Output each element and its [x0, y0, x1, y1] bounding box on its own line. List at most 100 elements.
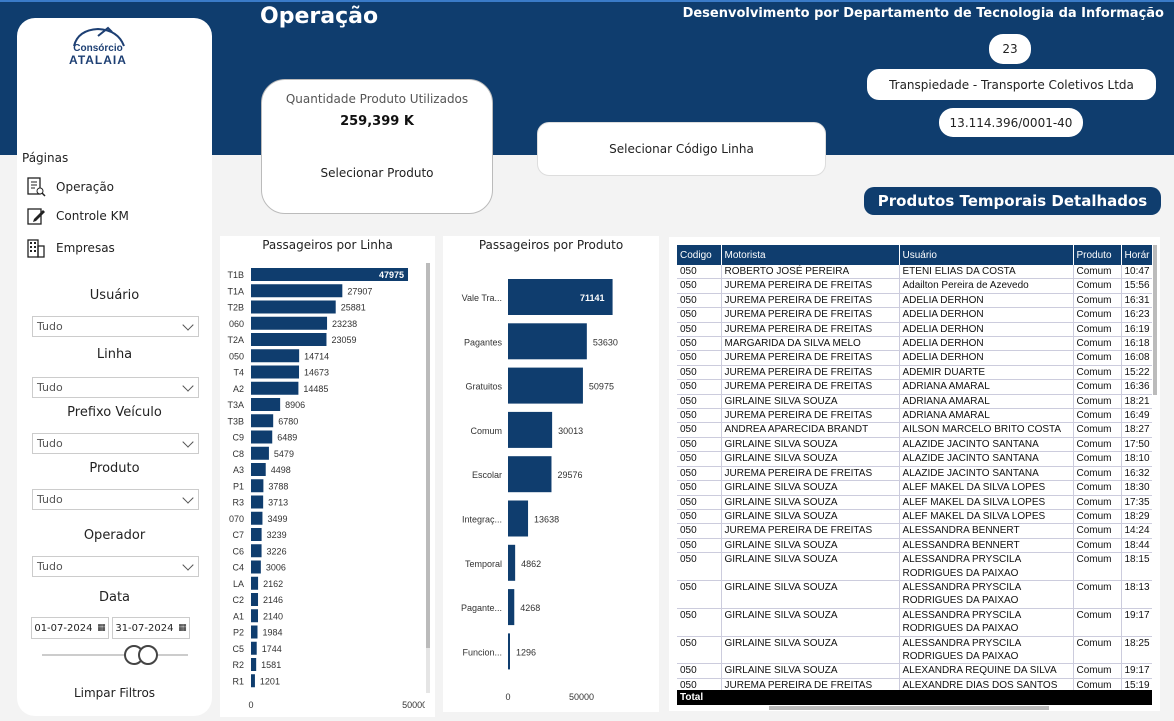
chart1-data-label: 3713	[268, 498, 288, 508]
chart1-bar[interactable]	[251, 528, 262, 541]
table-row[interactable]: 050 JUREMA PEREIRA DE FREITAS ADELIA DERHO…	[677, 322, 1152, 338]
filter-select-produto[interactable]: Tudo	[32, 489, 199, 510]
table-row[interactable]: 050 GIRLAINE SILVA SOUZA ALEF MAKEL DA SIL…	[677, 480, 1152, 496]
chart2-bar[interactable]	[508, 544, 516, 581]
chart1-bar[interactable]	[251, 479, 264, 493]
table-cell: GIRLAINE SILVA SOUZA	[721, 663, 900, 679]
chart2-bar[interactable]	[508, 500, 529, 537]
filter-select-prefixo[interactable]: Tudo	[32, 433, 199, 454]
filter-select-linha[interactable]: Tudo	[32, 377, 199, 398]
table-row[interactable]: 050 JUREMA PEREIRA DE FREITAS ALEXANDRE DI…	[677, 678, 1152, 690]
chart1-bar[interactable]	[251, 658, 257, 671]
table-cell: Comum	[1073, 336, 1122, 352]
table-row[interactable]: 050 GIRLAINE SILVA SOUZA ALESSANDRA PRYSCI…	[677, 580, 1152, 609]
table-column-header[interactable]: Usuário	[899, 245, 1074, 265]
nav-item-empresas[interactable]: Empresas	[26, 238, 115, 258]
chart2-bar[interactable]	[508, 411, 553, 448]
table-row[interactable]: 050 JUREMA PEREIRA DE FREITAS ADEMIR DUART…	[677, 365, 1152, 381]
filter-select-usuario[interactable]: Tudo	[32, 316, 199, 337]
table-row[interactable]: 050 GIRLAINE SILVA SOUZA ADRIANA AMARAL Com…	[677, 394, 1152, 410]
table-row[interactable]: 050 GIRLAINE SILVA SOUZA ALEXANDRA REQUINE…	[677, 663, 1152, 679]
table-column-header[interactable]: Horár	[1121, 245, 1152, 265]
table-row[interactable]: 050 GIRLAINE SILVA SOUZA ALAZIDE JACINTO S…	[677, 437, 1152, 453]
select-line-button[interactable]: Selecionar Código Linha	[609, 142, 754, 156]
nav-item-controle-km[interactable]: Controle KM	[26, 206, 129, 226]
chart1-bar[interactable]	[251, 576, 259, 590]
chart1-bar[interactable]	[251, 333, 327, 346]
chart1-bar[interactable]	[251, 593, 259, 606]
filter-select-operador[interactable]: Tudo	[32, 556, 199, 577]
table-row[interactable]: 050 GIRLAINE SILVA SOUZA ALEF MAKEL DA SIL…	[677, 495, 1152, 510]
chart1-bar[interactable]	[251, 430, 273, 444]
date-start-input[interactable]: 01-07-2024 ▦	[31, 617, 109, 639]
date-end-input[interactable]: 31-07-2024 ▦	[112, 617, 190, 639]
chart1-bar[interactable]	[251, 544, 262, 558]
chart1-bar[interactable]	[251, 446, 269, 460]
table-row[interactable]: 050 JUREMA PEREIRA DE FREITAS ADELIA DERHO…	[677, 293, 1152, 309]
table-row[interactable]: 050 GIRLAINE SILVA SOUZA ALESSANDRA PRYSCI…	[677, 552, 1152, 581]
table-row[interactable]: 050 JUREMA PEREIRA DE FREITAS ALAZIDE JACI…	[677, 466, 1152, 482]
table-cell: 19:17	[1121, 608, 1152, 637]
chart2-bar[interactable]	[508, 367, 583, 404]
table-cell: JUREMA PEREIRA DE FREITAS	[721, 365, 900, 381]
table-scroll-area[interactable]: Codigo Motorista Usuário Produto Horár 050 RO…	[677, 245, 1152, 690]
nav-item-operacao[interactable]: Operação	[26, 177, 114, 197]
date-slider-handle-end[interactable]	[138, 645, 158, 665]
chart1-data-label: 14673	[304, 368, 329, 378]
chart2-bar[interactable]	[508, 633, 510, 670]
table-row[interactable]: 050 JUREMA PEREIRA DE FREITAS ADELIA DERHO…	[677, 350, 1152, 366]
table-row[interactable]: 050 GIRLAINE SILVA SOUZA ALESSANDRA BENNER…	[677, 538, 1152, 554]
table-row[interactable]: 050 JUREMA PEREIRA DE FREITAS Adailton Per…	[677, 278, 1152, 294]
chart1-bar[interactable]	[251, 284, 343, 298]
table-row[interactable]: 050 JUREMA PEREIRA DE FREITAS ADRIANA AMAR…	[677, 408, 1152, 424]
chart1-bar[interactable]	[251, 414, 274, 428]
table-row[interactable]: 050 GIRLAINE SILVA SOUZA ALESSANDRA PRYSCI…	[677, 636, 1152, 665]
table-column-header[interactable]: Codigo	[677, 245, 722, 265]
table-row[interactable]: 050 GIRLAINE SILVA SOUZA ALEF MAKEL DA SIL…	[677, 509, 1152, 525]
table-cell: ROBERTO JOSÉ PEREIRA	[721, 265, 900, 280]
table-column-header[interactable]: Produto	[1073, 245, 1122, 265]
chart1-bar[interactable]	[251, 316, 328, 330]
table-row[interactable]: 050 GIRLAINE SILVA SOUZA ALAZIDE JACINTO S…	[677, 451, 1152, 467]
chart1-bar[interactable]	[251, 268, 409, 281]
chart1-bar[interactable]	[251, 365, 300, 379]
chart1-bar[interactable]	[251, 495, 264, 509]
chart2-bar[interactable]	[508, 456, 552, 493]
chart1-bar[interactable]	[251, 511, 263, 525]
table-cell: AILSON MARCELO BRITO COSTA	[899, 422, 1074, 438]
chart1-bar[interactable]	[251, 349, 300, 363]
chart1-bar[interactable]	[251, 398, 281, 411]
chart1-bar[interactable]	[251, 625, 258, 639]
table-row[interactable]: 050 MARGARIDA DA SILVA MELO ADELIA DERHON C…	[677, 336, 1152, 352]
chart1-bar[interactable]	[251, 560, 261, 574]
chart1-bar[interactable]	[251, 300, 336, 314]
clear-filters-button[interactable]: Limpar Filtros	[73, 686, 156, 700]
table-row[interactable]: 050 GIRLAINE SILVA SOUZA ALESSANDRA PRYSCI…	[677, 608, 1152, 637]
chart1-bar[interactable]	[251, 641, 257, 655]
table-row[interactable]: 050 JUREMA PEREIRA DE FREITAS ADELIA DERHO…	[677, 307, 1152, 323]
table-row[interactable]: 050 ANDREA APARECIDA BRANDT AILSON MARCELO…	[677, 422, 1152, 438]
table-cell: 16:23	[1121, 307, 1152, 323]
table-cell: 18:13	[1121, 580, 1152, 609]
top-accent-line	[0, 0, 1174, 2]
table-row[interactable]: 050 JUREMA PEREIRA DE FREITAS ALESSANDRA B…	[677, 523, 1152, 539]
chart1-data-label: 3226	[267, 546, 287, 556]
chart1-bar[interactable]	[251, 381, 299, 395]
chart1-bar[interactable]	[251, 463, 266, 476]
table-cell: ALESSANDRA BENNERT	[899, 538, 1074, 554]
chart2-bar[interactable]	[508, 323, 587, 360]
table-cell: Comum	[1073, 451, 1122, 467]
select-product-button[interactable]: Selecionar Produto	[320, 166, 434, 180]
table-hscroll-thumb[interactable]	[769, 706, 1049, 710]
chart2-bar[interactable]	[508, 589, 515, 626]
chart1-scrollbar-thumb[interactable]	[426, 263, 430, 648]
chart2-bar[interactable]	[508, 279, 613, 315]
table-cell: ALESSANDRA PRYSCILA RODRIGUES DA PAIXAO	[899, 636, 1074, 665]
chart1-bar[interactable]	[251, 609, 259, 623]
table-row[interactable]: 050 ROBERTO JOSÉ PEREIRA ETENI ELIAS DA CO…	[677, 265, 1152, 280]
table-column-header[interactable]: Motorista	[721, 245, 900, 265]
table-vscroll-thumb[interactable]	[1153, 245, 1157, 395]
chevron-down-icon	[182, 379, 194, 392]
chart1-bar[interactable]	[251, 674, 255, 688]
table-row[interactable]: 050 JUREMA PEREIRA DE FREITAS ADRIANA AMAR…	[677, 379, 1152, 395]
